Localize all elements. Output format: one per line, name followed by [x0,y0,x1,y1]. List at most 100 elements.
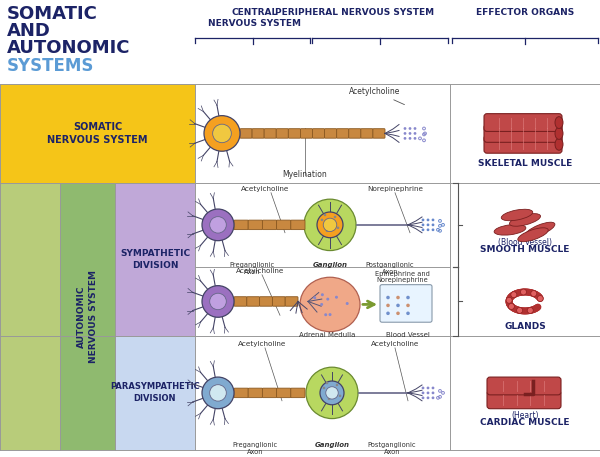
Circle shape [427,392,430,394]
Bar [115,183,195,336]
Text: SYMPATHETIC
DIVISION: SYMPATHETIC DIVISION [120,249,190,270]
Text: Ganglion: Ganglion [313,262,347,268]
Circle shape [427,397,430,399]
Circle shape [431,392,434,394]
Ellipse shape [494,224,526,235]
FancyBboxPatch shape [291,388,305,398]
FancyBboxPatch shape [285,297,298,306]
Circle shape [431,387,434,389]
Circle shape [406,312,410,315]
Text: Norepinephrine: Norepinephrine [367,186,423,192]
Circle shape [427,218,430,221]
Circle shape [335,296,338,299]
Bar [60,183,115,450]
FancyBboxPatch shape [277,220,291,229]
Circle shape [427,228,430,231]
Circle shape [328,398,331,400]
Circle shape [406,303,410,307]
Text: Myelination: Myelination [283,170,328,179]
FancyBboxPatch shape [337,129,349,138]
Text: (Blood Vessel): (Blood Vessel) [498,238,552,247]
Circle shape [413,127,416,130]
Circle shape [431,228,434,231]
Ellipse shape [304,199,356,250]
Text: AUTONOMIC
NERVOUS SYSTEM: AUTONOMIC NERVOUS SYSTEM [77,270,98,363]
FancyBboxPatch shape [484,125,562,142]
Text: PERIPHERAL NERVOUS SYSTEM: PERIPHERAL NERVOUS SYSTEM [275,8,434,17]
Circle shape [404,137,406,140]
FancyBboxPatch shape [262,388,277,398]
Ellipse shape [300,277,360,332]
Circle shape [202,209,234,241]
Circle shape [404,127,406,130]
Text: Epinephrine and
Norepinephrine: Epinephrine and Norepinephrine [374,271,430,283]
FancyBboxPatch shape [277,388,291,398]
Text: EFFECTOR ORGANS: EFFECTOR ORGANS [476,8,574,17]
Circle shape [386,296,390,299]
Circle shape [212,124,232,143]
Circle shape [202,286,234,317]
FancyBboxPatch shape [234,388,248,398]
Text: GLANDS: GLANDS [504,322,546,331]
Circle shape [336,384,338,386]
Bar [0,84,195,183]
Text: Acetylcholine: Acetylcholine [236,268,284,274]
FancyBboxPatch shape [234,297,247,306]
Circle shape [320,303,323,306]
Circle shape [409,132,412,135]
Circle shape [527,308,533,314]
Circle shape [413,137,416,140]
Text: CARDIAC MUSCLE: CARDIAC MUSCLE [480,418,570,427]
Ellipse shape [525,222,555,237]
Circle shape [320,381,344,405]
Circle shape [209,293,226,310]
FancyBboxPatch shape [487,377,561,395]
Text: Ganglion: Ganglion [314,442,349,448]
Circle shape [422,218,424,221]
FancyBboxPatch shape [272,297,285,306]
Circle shape [427,387,430,389]
Circle shape [406,296,410,299]
Circle shape [317,212,343,238]
FancyBboxPatch shape [325,129,337,138]
Ellipse shape [518,228,548,242]
Circle shape [334,216,337,218]
Ellipse shape [555,138,563,150]
Circle shape [329,313,332,316]
Text: SOMATIC: SOMATIC [7,5,98,23]
Circle shape [313,296,316,299]
FancyBboxPatch shape [289,129,301,138]
FancyBboxPatch shape [248,220,262,229]
FancyBboxPatch shape [264,129,276,138]
Bar [0,183,60,450]
Circle shape [427,223,430,226]
FancyBboxPatch shape [262,220,277,229]
Circle shape [404,132,406,135]
Circle shape [209,217,226,233]
FancyBboxPatch shape [291,220,305,229]
FancyBboxPatch shape [276,129,289,138]
Ellipse shape [501,209,533,221]
Circle shape [396,296,400,299]
Circle shape [413,132,416,135]
FancyBboxPatch shape [349,129,361,138]
Circle shape [320,218,323,221]
Circle shape [337,227,340,229]
FancyBboxPatch shape [240,129,252,138]
FancyBboxPatch shape [234,220,248,229]
Circle shape [209,385,226,401]
FancyBboxPatch shape [252,129,264,138]
Text: PARASYMPATHETIC
DIVISION: PARASYMPATHETIC DIVISION [110,383,200,403]
Circle shape [324,214,326,216]
Circle shape [321,293,324,296]
Text: AND: AND [7,22,51,40]
Text: Acetylcholine: Acetylcholine [241,186,289,192]
Circle shape [422,228,424,231]
Circle shape [323,218,337,232]
Circle shape [431,223,434,226]
Circle shape [422,392,424,394]
Ellipse shape [555,117,563,128]
Circle shape [520,289,526,295]
Circle shape [386,312,390,315]
Circle shape [506,298,512,303]
